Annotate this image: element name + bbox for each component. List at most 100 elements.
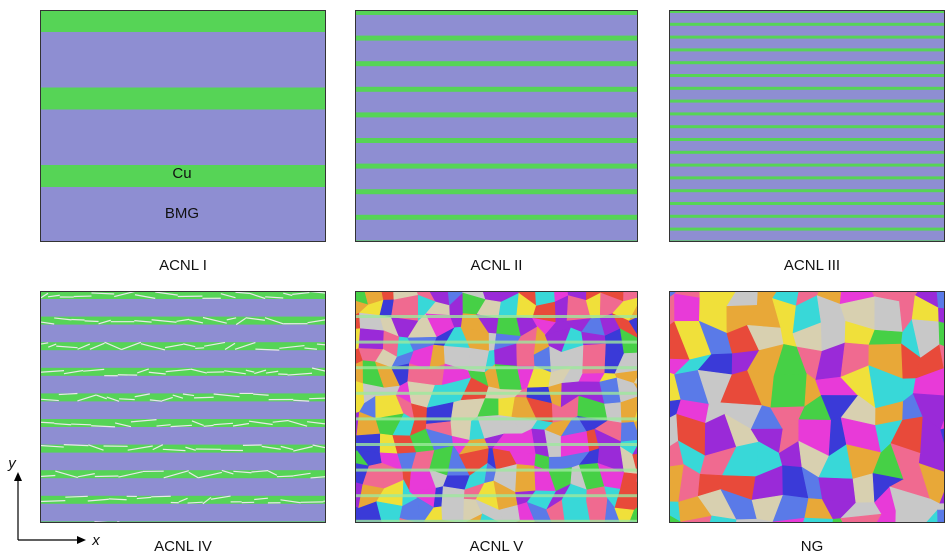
grain — [733, 519, 760, 545]
grain-boundary — [194, 397, 214, 398]
panel — [650, 270, 945, 553]
cu-layer — [669, 164, 945, 167]
cu-layer — [355, 215, 638, 220]
panel-label: ACNL II — [471, 257, 523, 274]
cu-layer — [669, 151, 945, 154]
grain — [340, 380, 364, 403]
panel — [669, 10, 945, 243]
grain-boundary — [151, 523, 175, 528]
grain-boundary — [175, 524, 193, 525]
cu-layer — [669, 176, 945, 179]
grain — [771, 374, 807, 408]
bmg-matrix — [355, 10, 638, 242]
panel-label: ACNL V — [470, 538, 524, 555]
cu-layer — [355, 366, 638, 369]
grain — [591, 523, 607, 534]
grain — [340, 436, 358, 454]
cu-layer — [355, 189, 638, 194]
grain — [442, 520, 470, 540]
grain — [830, 518, 859, 549]
cu-layer — [355, 443, 638, 446]
cu-layer — [669, 189, 945, 192]
grain — [674, 294, 699, 322]
grain — [637, 471, 658, 490]
cu-layer — [669, 74, 945, 77]
cu-layer — [355, 469, 638, 472]
x-axis-label: x — [91, 532, 100, 549]
y-axis-label: y — [7, 455, 17, 472]
grain-boundary — [72, 525, 95, 528]
cu-label: Cu — [172, 165, 191, 182]
cu-layer — [355, 417, 638, 420]
grain-boundary — [40, 422, 54, 423]
grain-boundary — [65, 496, 87, 497]
cu-layer — [355, 36, 638, 41]
grain — [343, 361, 363, 384]
cu-layer — [355, 112, 638, 117]
cu-layer — [669, 202, 945, 205]
grain-boundary — [277, 476, 293, 477]
grain — [841, 514, 882, 550]
grain — [630, 521, 651, 538]
grain-boundary — [195, 348, 204, 349]
cu-layer — [355, 494, 638, 497]
grain-boundary — [226, 524, 247, 528]
grain — [605, 525, 625, 536]
cu-layer — [355, 138, 638, 143]
cu-layer — [669, 138, 945, 141]
grain — [621, 521, 635, 536]
grain-boundary — [211, 523, 226, 525]
grain-boundary — [40, 524, 61, 528]
panel-label: ACNL IV — [154, 538, 212, 555]
figure: Cu BMG y x ACNL IACNL IIACNL IIIACNL IVA… — [0, 0, 945, 556]
grain-boundary — [119, 399, 135, 400]
cu-layer — [355, 87, 638, 92]
grain — [425, 520, 450, 540]
cu-layer — [669, 112, 945, 115]
grain — [341, 280, 368, 304]
panel — [340, 276, 659, 544]
grain-boundary — [95, 476, 119, 477]
panel-label: ACNL I — [159, 257, 207, 274]
grain-boundary — [193, 526, 211, 528]
grain — [674, 272, 699, 299]
panel — [40, 291, 349, 529]
grain-boundary — [309, 398, 331, 399]
cu-layer — [355, 164, 638, 169]
grain — [623, 280, 642, 302]
grain — [727, 273, 759, 306]
grain — [642, 276, 659, 305]
grain — [937, 509, 945, 552]
cu-layer — [40, 342, 326, 350]
grain-boundary — [321, 524, 331, 526]
cu-layer — [40, 88, 326, 110]
grain-boundary — [85, 321, 99, 322]
grain — [553, 523, 571, 538]
grain-boundary — [71, 424, 91, 425]
cu-layer — [669, 87, 945, 90]
cu-layer — [355, 392, 638, 395]
cu-layer — [40, 10, 326, 32]
cu-layer — [669, 48, 945, 51]
grain — [359, 329, 384, 350]
grain-boundary — [67, 393, 77, 394]
grain — [361, 523, 382, 538]
grain — [583, 344, 606, 374]
grain-boundary — [323, 498, 348, 501]
cu-layer — [669, 36, 945, 39]
cu-layer — [669, 125, 945, 128]
grain — [875, 297, 903, 332]
grain — [535, 521, 556, 544]
grain — [641, 353, 655, 371]
grain — [853, 473, 875, 502]
grain-boundary — [61, 527, 72, 528]
grain — [650, 465, 684, 502]
cu-layer — [355, 61, 638, 66]
panel-label: ACNL III — [784, 257, 840, 274]
cu-layer — [669, 215, 945, 218]
grain-boundary — [259, 524, 284, 526]
cu-layer — [669, 61, 945, 64]
grain — [650, 501, 680, 522]
grain — [340, 412, 360, 436]
bmg-matrix — [40, 291, 326, 523]
